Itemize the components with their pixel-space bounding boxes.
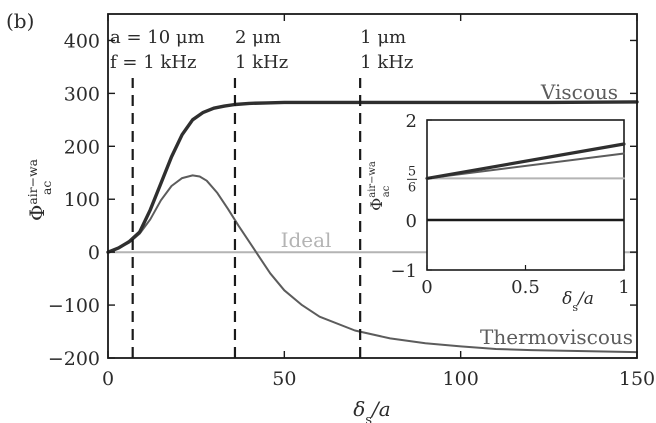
main-y-tick-label: 200 bbox=[64, 136, 100, 158]
series-label-ideal: Ideal bbox=[281, 228, 332, 252]
main-series-thermoviscous bbox=[107, 174, 638, 354]
main-series-viscous bbox=[106, 100, 639, 254]
inset-y-tick-label: 0 bbox=[406, 211, 417, 232]
main-x-tick-label: 150 bbox=[619, 368, 655, 390]
vline-2-annotation-1: 2 μm bbox=[235, 27, 281, 48]
inset-y-tick-label: 2 bbox=[406, 111, 417, 132]
inset-series-viscous bbox=[425, 142, 626, 180]
vline-1-annotation-1: a = 10 μm bbox=[110, 27, 205, 48]
inset-x-tick-label: 1 bbox=[618, 277, 629, 298]
vline-2-annotation-2: 1 kHz bbox=[235, 52, 288, 73]
main-y-axis-label: Φair−waac bbox=[25, 158, 54, 221]
main-y-tick-label: 300 bbox=[64, 83, 100, 105]
series-label-viscous: Viscous bbox=[540, 80, 618, 104]
main-y-axis-label-text: Φair−waac bbox=[25, 158, 54, 221]
main-y-tick-label: −200 bbox=[48, 348, 100, 370]
series-label-thermoviscous: Thermoviscous bbox=[480, 325, 633, 349]
vline-3-annotation-1: 1 μm bbox=[360, 27, 406, 48]
vline-1-annotation-2: f = 1 kHz bbox=[110, 52, 196, 73]
main-y-tick-label: 0 bbox=[88, 242, 100, 264]
inset-y-axis-label-text: Φair−wa ac bbox=[367, 161, 392, 211]
main-y-tick-label: 100 bbox=[64, 189, 100, 211]
main-y-tick-label: −100 bbox=[48, 295, 100, 317]
panel-label: (b) bbox=[6, 9, 34, 33]
inset-x-axis-label: δs/a bbox=[562, 289, 594, 314]
vline-3-annotation-2: 1 kHz bbox=[360, 52, 413, 73]
main-x-tick-label: 100 bbox=[443, 368, 479, 390]
main-x-tick-label: 0 bbox=[102, 368, 114, 390]
main-y-tick-label: 400 bbox=[64, 30, 100, 52]
inset-y-tick-fraction-numerator: 5 bbox=[408, 164, 416, 179]
inset-y-tick-label: −1 bbox=[390, 261, 417, 282]
main-x-tick-label: 50 bbox=[272, 368, 296, 390]
inset-x-tick-label: 0.5 bbox=[511, 277, 540, 298]
inset-y-axis-label: Φair−wa ac bbox=[367, 161, 392, 211]
inset-x-tick-label: 0 bbox=[421, 277, 432, 298]
inset-y-tick-fraction-denominator: 6 bbox=[408, 180, 416, 195]
main-x-axis-label: δs/a bbox=[353, 397, 390, 423]
main-axes-frame bbox=[107, 13, 638, 359]
inset-axes-frame bbox=[426, 119, 625, 271]
